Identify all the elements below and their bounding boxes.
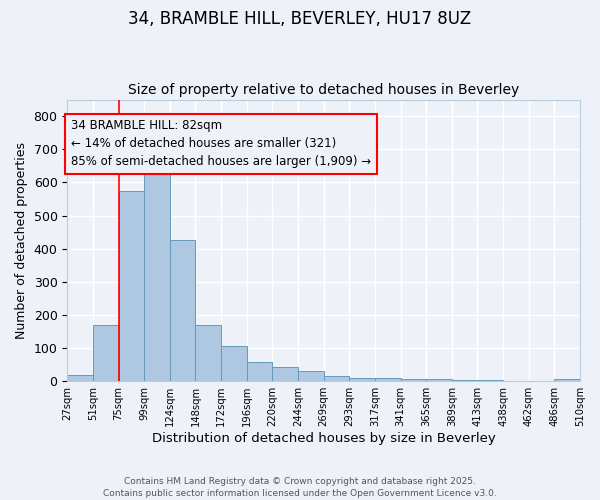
- Text: Contains HM Land Registry data © Crown copyright and database right 2025.
Contai: Contains HM Land Registry data © Crown c…: [103, 476, 497, 498]
- Text: 34 BRAMBLE HILL: 82sqm
← 14% of detached houses are smaller (321)
85% of semi-de: 34 BRAMBLE HILL: 82sqm ← 14% of detached…: [71, 120, 371, 168]
- Bar: [170, 240, 196, 381]
- Bar: [375, 378, 401, 381]
- Bar: [452, 380, 478, 381]
- Title: Size of property relative to detached houses in Beverley: Size of property relative to detached ho…: [128, 83, 519, 97]
- Text: 34, BRAMBLE HILL, BEVERLEY, HU17 8UZ: 34, BRAMBLE HILL, BEVERLEY, HU17 8UZ: [128, 10, 472, 28]
- Bar: [67, 374, 93, 381]
- Bar: [93, 325, 119, 381]
- Bar: [426, 379, 452, 381]
- Bar: [144, 171, 170, 381]
- Bar: [196, 325, 221, 381]
- Bar: [247, 362, 272, 381]
- X-axis label: Distribution of detached houses by size in Beverley: Distribution of detached houses by size …: [152, 432, 496, 445]
- Y-axis label: Number of detached properties: Number of detached properties: [15, 142, 28, 339]
- Bar: [478, 380, 503, 381]
- Bar: [349, 378, 375, 381]
- Bar: [298, 370, 323, 381]
- Bar: [272, 368, 298, 381]
- Bar: [221, 346, 247, 381]
- Bar: [401, 379, 426, 381]
- Bar: [503, 380, 529, 381]
- Bar: [119, 190, 144, 381]
- Bar: [323, 376, 349, 381]
- Bar: [554, 379, 580, 381]
